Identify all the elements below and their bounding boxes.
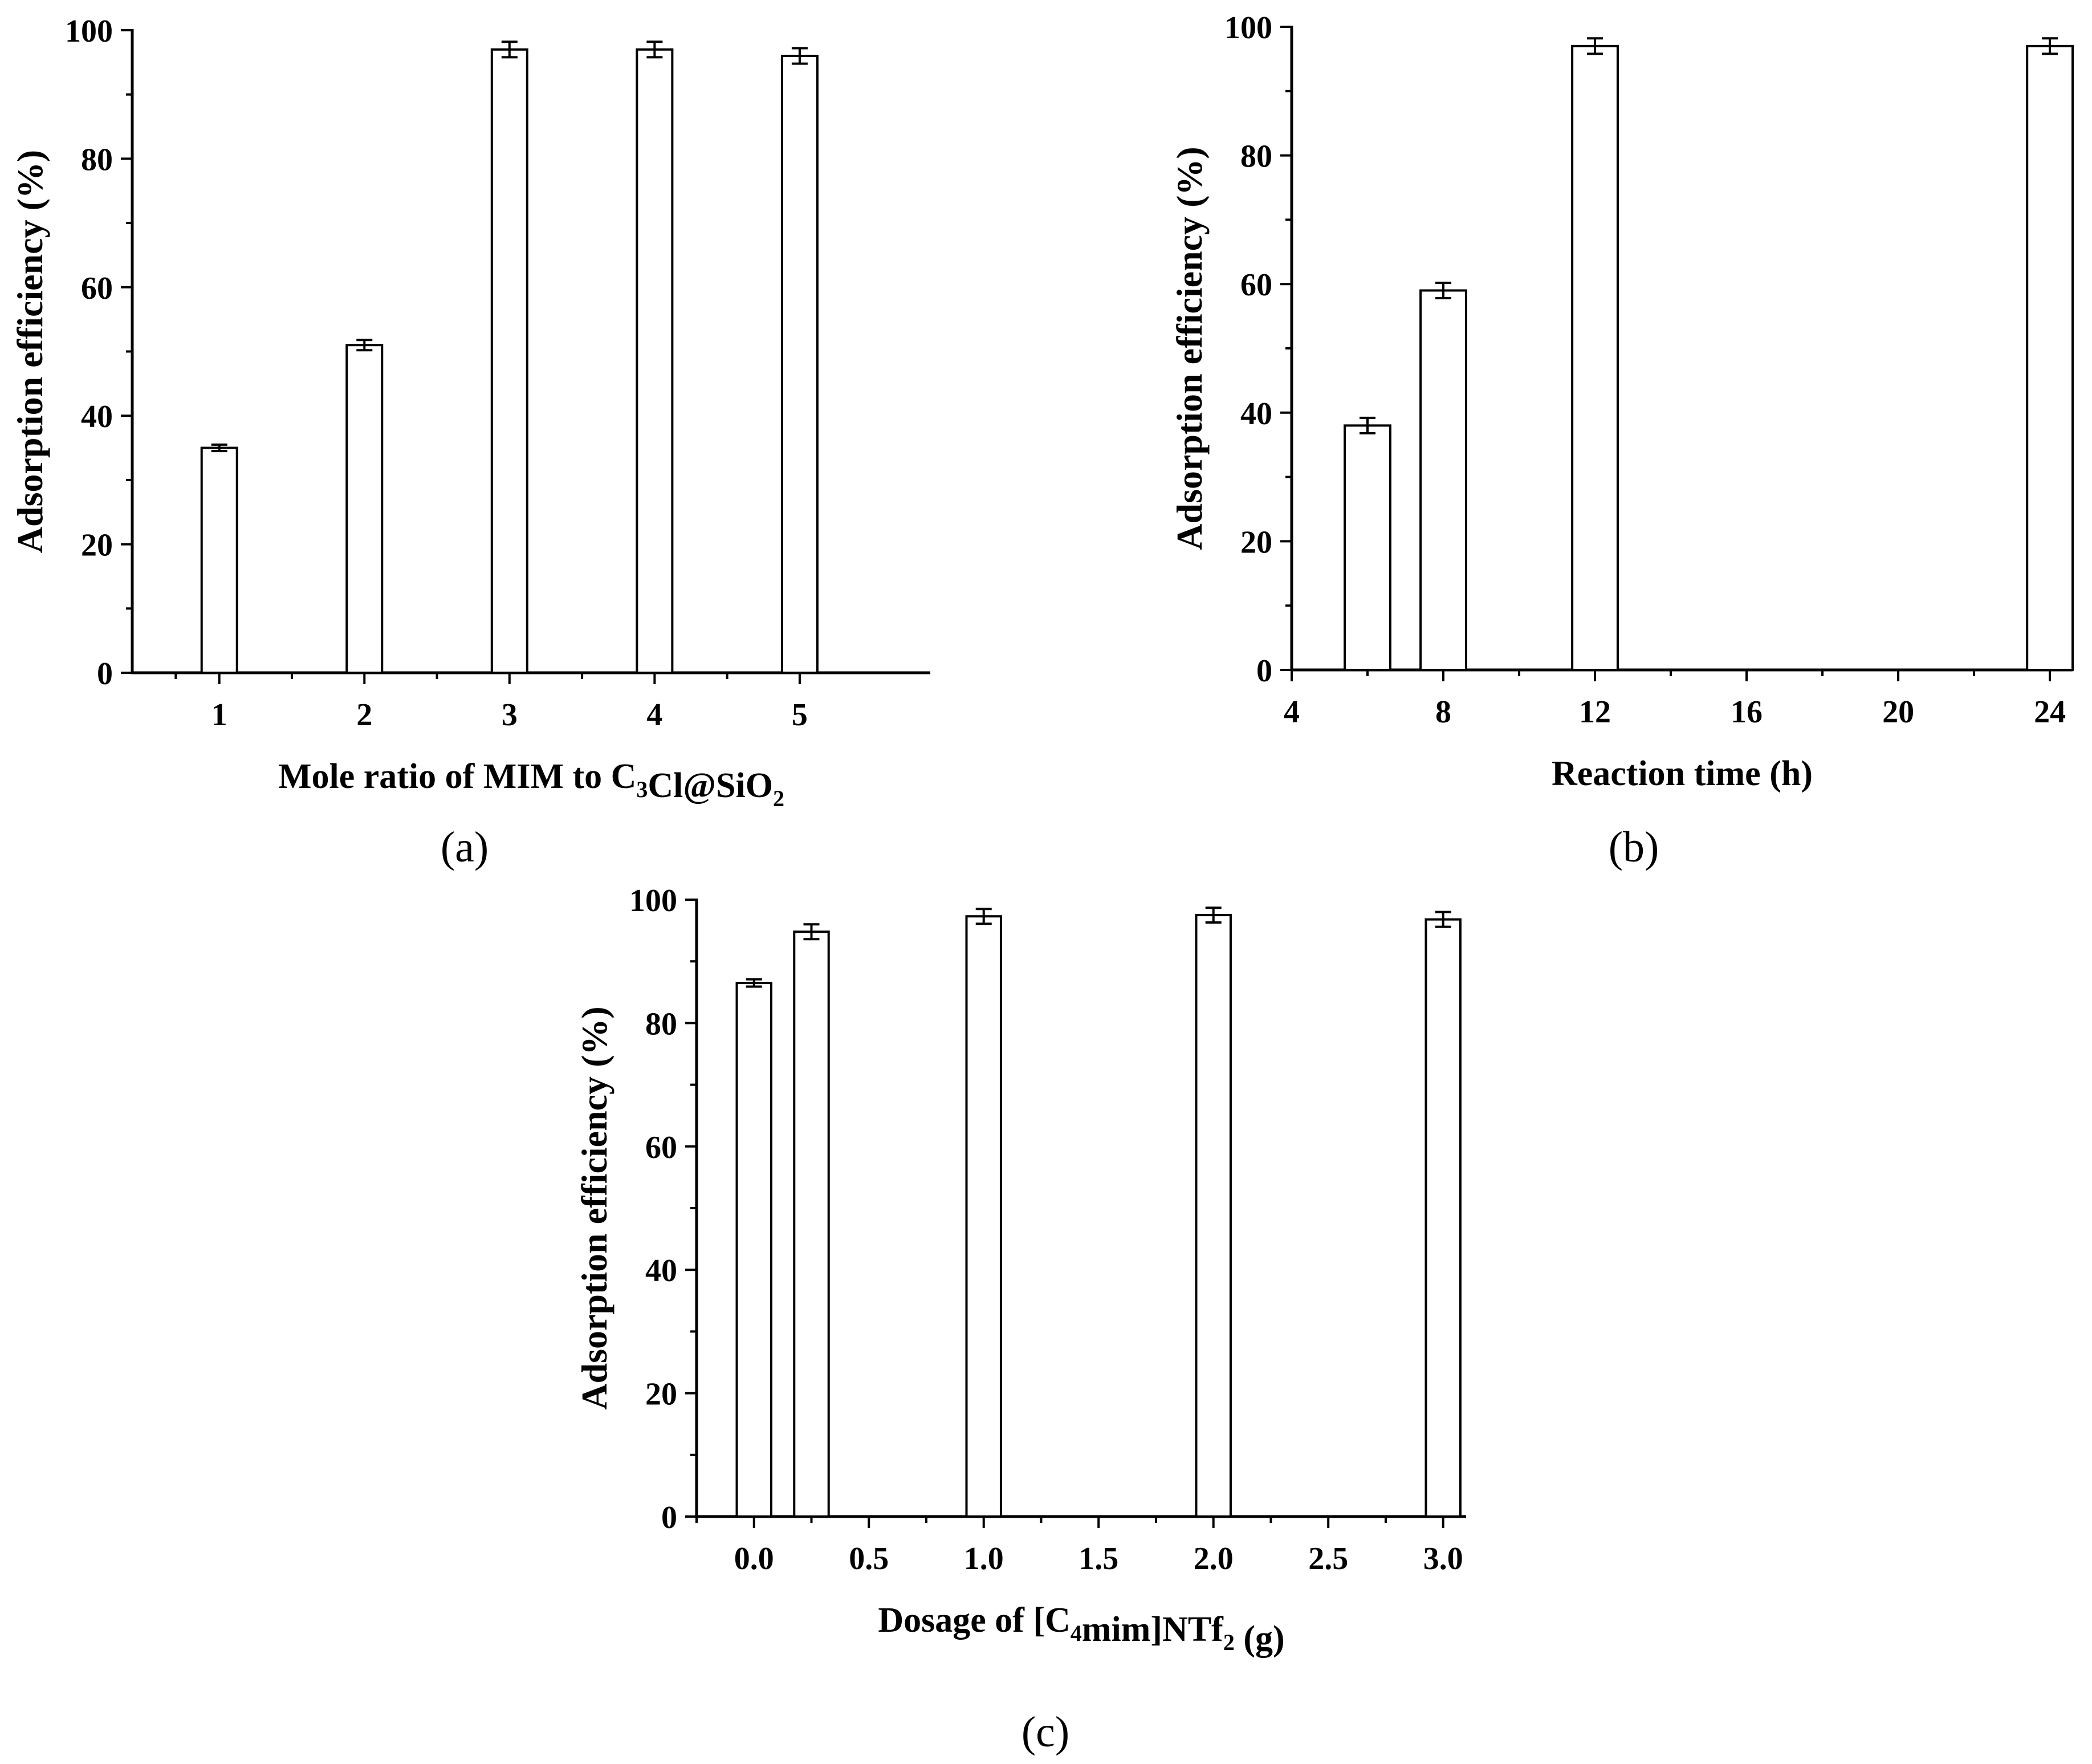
y-tick-label: 0 [97,656,113,692]
chart-panel-b: 0 20 40 60 80 100 4 8 12 16 20 24 Adsorption efficie… [1163,0,2092,869]
y-tick-label: 0 [1256,653,1272,689]
axes: 0 20 40 60 80 100 4 8 12 16 20 24 [1224,10,2073,730]
y-axis-title: Adsorption efficiency (%) [574,1006,614,1409]
x-axis-title-part: Reaction time (h) [1552,754,1813,793]
bar [780,55,819,674]
x-tick-label: 4 [646,697,662,733]
x-tick-label: 1.5 [1078,1541,1118,1576]
bar [200,446,238,674]
bar [1195,914,1232,1518]
x-tick-label: 20 [1882,694,1914,730]
chart-panel-a: 0 20 40 60 80 100 1 2 3 4 5 Adsorption efficiency (… [0,0,946,869]
y-tick-label: 100 [629,883,677,918]
error-bar [646,40,663,59]
bar [1571,44,1619,672]
bar-chart-c: 0 20 40 60 80 100 0.0 0.5 1.0 1.5 2.0 2.5 3.0 Adsorpt… [574,883,1466,1658]
x-axis-title-part: Mole ratio of MIM to C [278,757,636,796]
x-axis-title-subscript: 2 [773,786,784,811]
x-tick-label: 0.0 [734,1541,774,1576]
error-bar [1587,37,1603,55]
error-bar [2042,37,2058,55]
error-bar [746,978,762,988]
x-axis-title-subscript: 2 [1223,1629,1235,1655]
x-tick-label: 16 [1731,694,1763,730]
y-tick-label: 60 [81,271,113,306]
error-bar [356,339,373,352]
x-tick-label: 24 [2034,694,2066,730]
error-bar [791,47,808,65]
bars [1344,37,2074,672]
x-tick-label: 3.0 [1423,1541,1463,1576]
panel-label-a: (a) [440,823,489,871]
error-bar [1435,281,1452,300]
x-axis-title-subscript: 4 [1071,1620,1082,1646]
bar-chart-b: 0 20 40 60 80 100 4 8 12 16 20 24 Adsorption efficie… [1169,10,2074,793]
x-tick-label: 2.5 [1308,1541,1348,1576]
y-tick-label: 80 [645,1006,677,1042]
y-tick-label: 20 [81,528,113,563]
y-tick-label: 40 [81,399,113,434]
y-tick-label: 100 [65,14,113,49]
y-axis-title: Adsorption efficiency (%) [1169,147,1210,550]
axes: 0 20 40 60 80 100 0.0 0.5 1.0 1.5 2.0 2.5 3.0 [629,883,1466,1576]
x-tick-label: 0.5 [849,1541,889,1576]
x-tick-label: 1.0 [964,1541,1004,1576]
error-bar [1435,911,1451,928]
bar [345,344,384,674]
x-tick-label: 2 [356,697,372,733]
x-tick-label: 1 [211,697,227,733]
x-axis-title-part: Dosage of [C [878,1601,1071,1640]
bar [2026,44,2074,672]
bars [200,40,819,674]
x-axis-title: Dosage of [C4mim]NTf2 (g) [878,1601,1284,1658]
bars [735,907,1462,1518]
x-axis-title-part: mim]NTf [1082,1610,1224,1649]
bar [1344,424,1391,671]
x-tick-label: 5 [792,697,808,733]
y-tick-label: 0 [661,1500,677,1535]
x-axis-title-part: (g) [1235,1619,1285,1658]
y-axis-title: Adsorption efficiency (%) [10,150,50,553]
y-tick-label: 20 [1240,525,1272,560]
panel-label-b: (b) [1608,823,1659,871]
x-axis-title: Reaction time (h) [1552,754,1813,793]
y-tick-label: 80 [1240,139,1272,174]
chart-panel-c: 0 20 40 60 80 100 0.0 0.5 1.0 1.5 2.0 2.5 3.0 Adsorpt… [574,872,1528,1764]
bar [490,48,528,674]
error-bar [1360,416,1376,434]
bar [965,915,1002,1518]
y-tick-label: 20 [645,1377,677,1412]
x-tick-label: 4 [1284,694,1300,730]
y-tick-label: 60 [645,1130,677,1165]
bar [1424,918,1462,1518]
x-tick-label: 8 [1435,694,1451,730]
x-tick-label: 3 [502,697,518,733]
panel-label-c: (c) [1021,1708,1070,1756]
error-bar [975,908,992,925]
x-axis-title-part: Cl@SiO [648,766,773,805]
error-bar [501,40,518,59]
error-bar [1205,907,1222,924]
axes: 0 20 40 60 80 100 1 2 3 4 5 [65,14,930,733]
x-axis-title-subscript: 3 [636,777,648,802]
error-bar [803,923,820,941]
x-tick-label: 12 [1579,694,1611,730]
bar [1419,289,1467,672]
x-tick-label: 2.0 [1194,1541,1234,1576]
y-tick-label: 60 [1240,267,1272,303]
x-axis-title: Mole ratio of MIM to C3Cl@SiO2 [278,757,784,811]
bar [793,930,830,1518]
y-tick-label: 40 [1240,396,1272,432]
y-tick-label: 40 [645,1253,677,1289]
bar [636,48,674,674]
bar [735,982,772,1518]
y-tick-label: 100 [1224,10,1272,46]
error-bar [211,443,227,453]
y-tick-label: 80 [81,142,113,177]
bar-chart-a: 0 20 40 60 80 100 1 2 3 4 5 Adsorption efficiency (… [10,14,930,811]
